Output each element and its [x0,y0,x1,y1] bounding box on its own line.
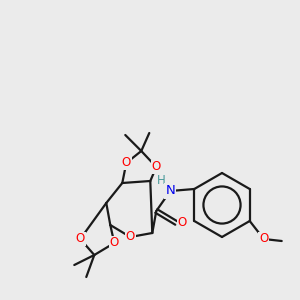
Text: O: O [152,160,161,173]
Text: O: O [126,230,135,244]
Text: O: O [122,157,131,169]
Text: H: H [157,175,166,188]
Text: O: O [178,217,187,230]
Text: O: O [76,232,85,245]
Text: N: N [165,184,175,197]
Text: O: O [259,232,268,245]
Text: O: O [110,236,119,250]
